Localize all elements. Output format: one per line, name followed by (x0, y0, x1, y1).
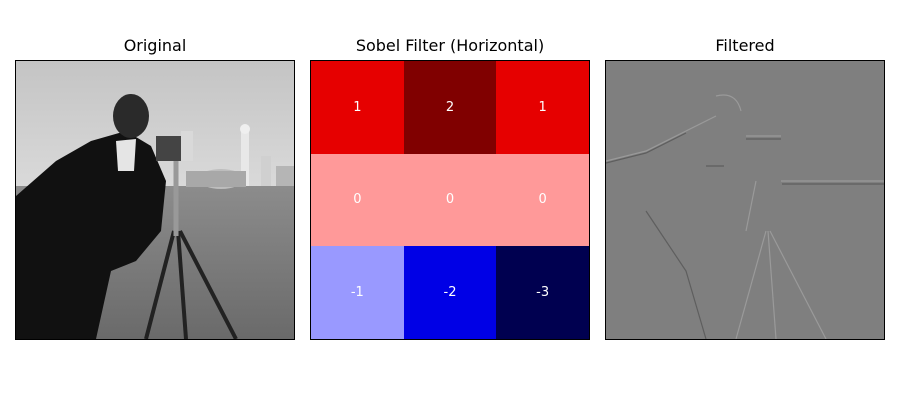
kernel-value: 0 (538, 192, 547, 208)
kernel-value: 1 (353, 99, 362, 115)
kernel-value: -2 (443, 285, 457, 301)
filtered-title: Filtered (715, 36, 775, 55)
kernel-cell: -1 (311, 246, 404, 339)
kernel-cell: 0 (496, 153, 589, 247)
filtered-image (605, 60, 885, 340)
kernel-value: -3 (536, 285, 550, 301)
sobel-kernel: 1 2 1 0 0 0 -1 -2 -3 (310, 60, 590, 340)
original-image (15, 60, 295, 340)
kernel-cell: -3 (496, 246, 589, 339)
kernel-cell: 0 (311, 153, 404, 247)
kernel-value: 0 (445, 192, 455, 208)
kernel-cell: 0 (403, 153, 497, 247)
kernel-value: -1 (350, 285, 364, 301)
kernel-value: 1 (538, 99, 547, 115)
kernel-cell: 1 (496, 61, 589, 154)
kernel-cell: 2 (403, 61, 497, 154)
original-title: Original (123, 36, 187, 55)
kernel-value: 0 (353, 192, 362, 208)
kernel-title: Sobel Filter (Horizontal) (355, 36, 545, 55)
kernel-cell: -2 (403, 246, 497, 339)
kernel-value: 2 (445, 99, 455, 115)
kernel-cell: 1 (311, 61, 404, 154)
